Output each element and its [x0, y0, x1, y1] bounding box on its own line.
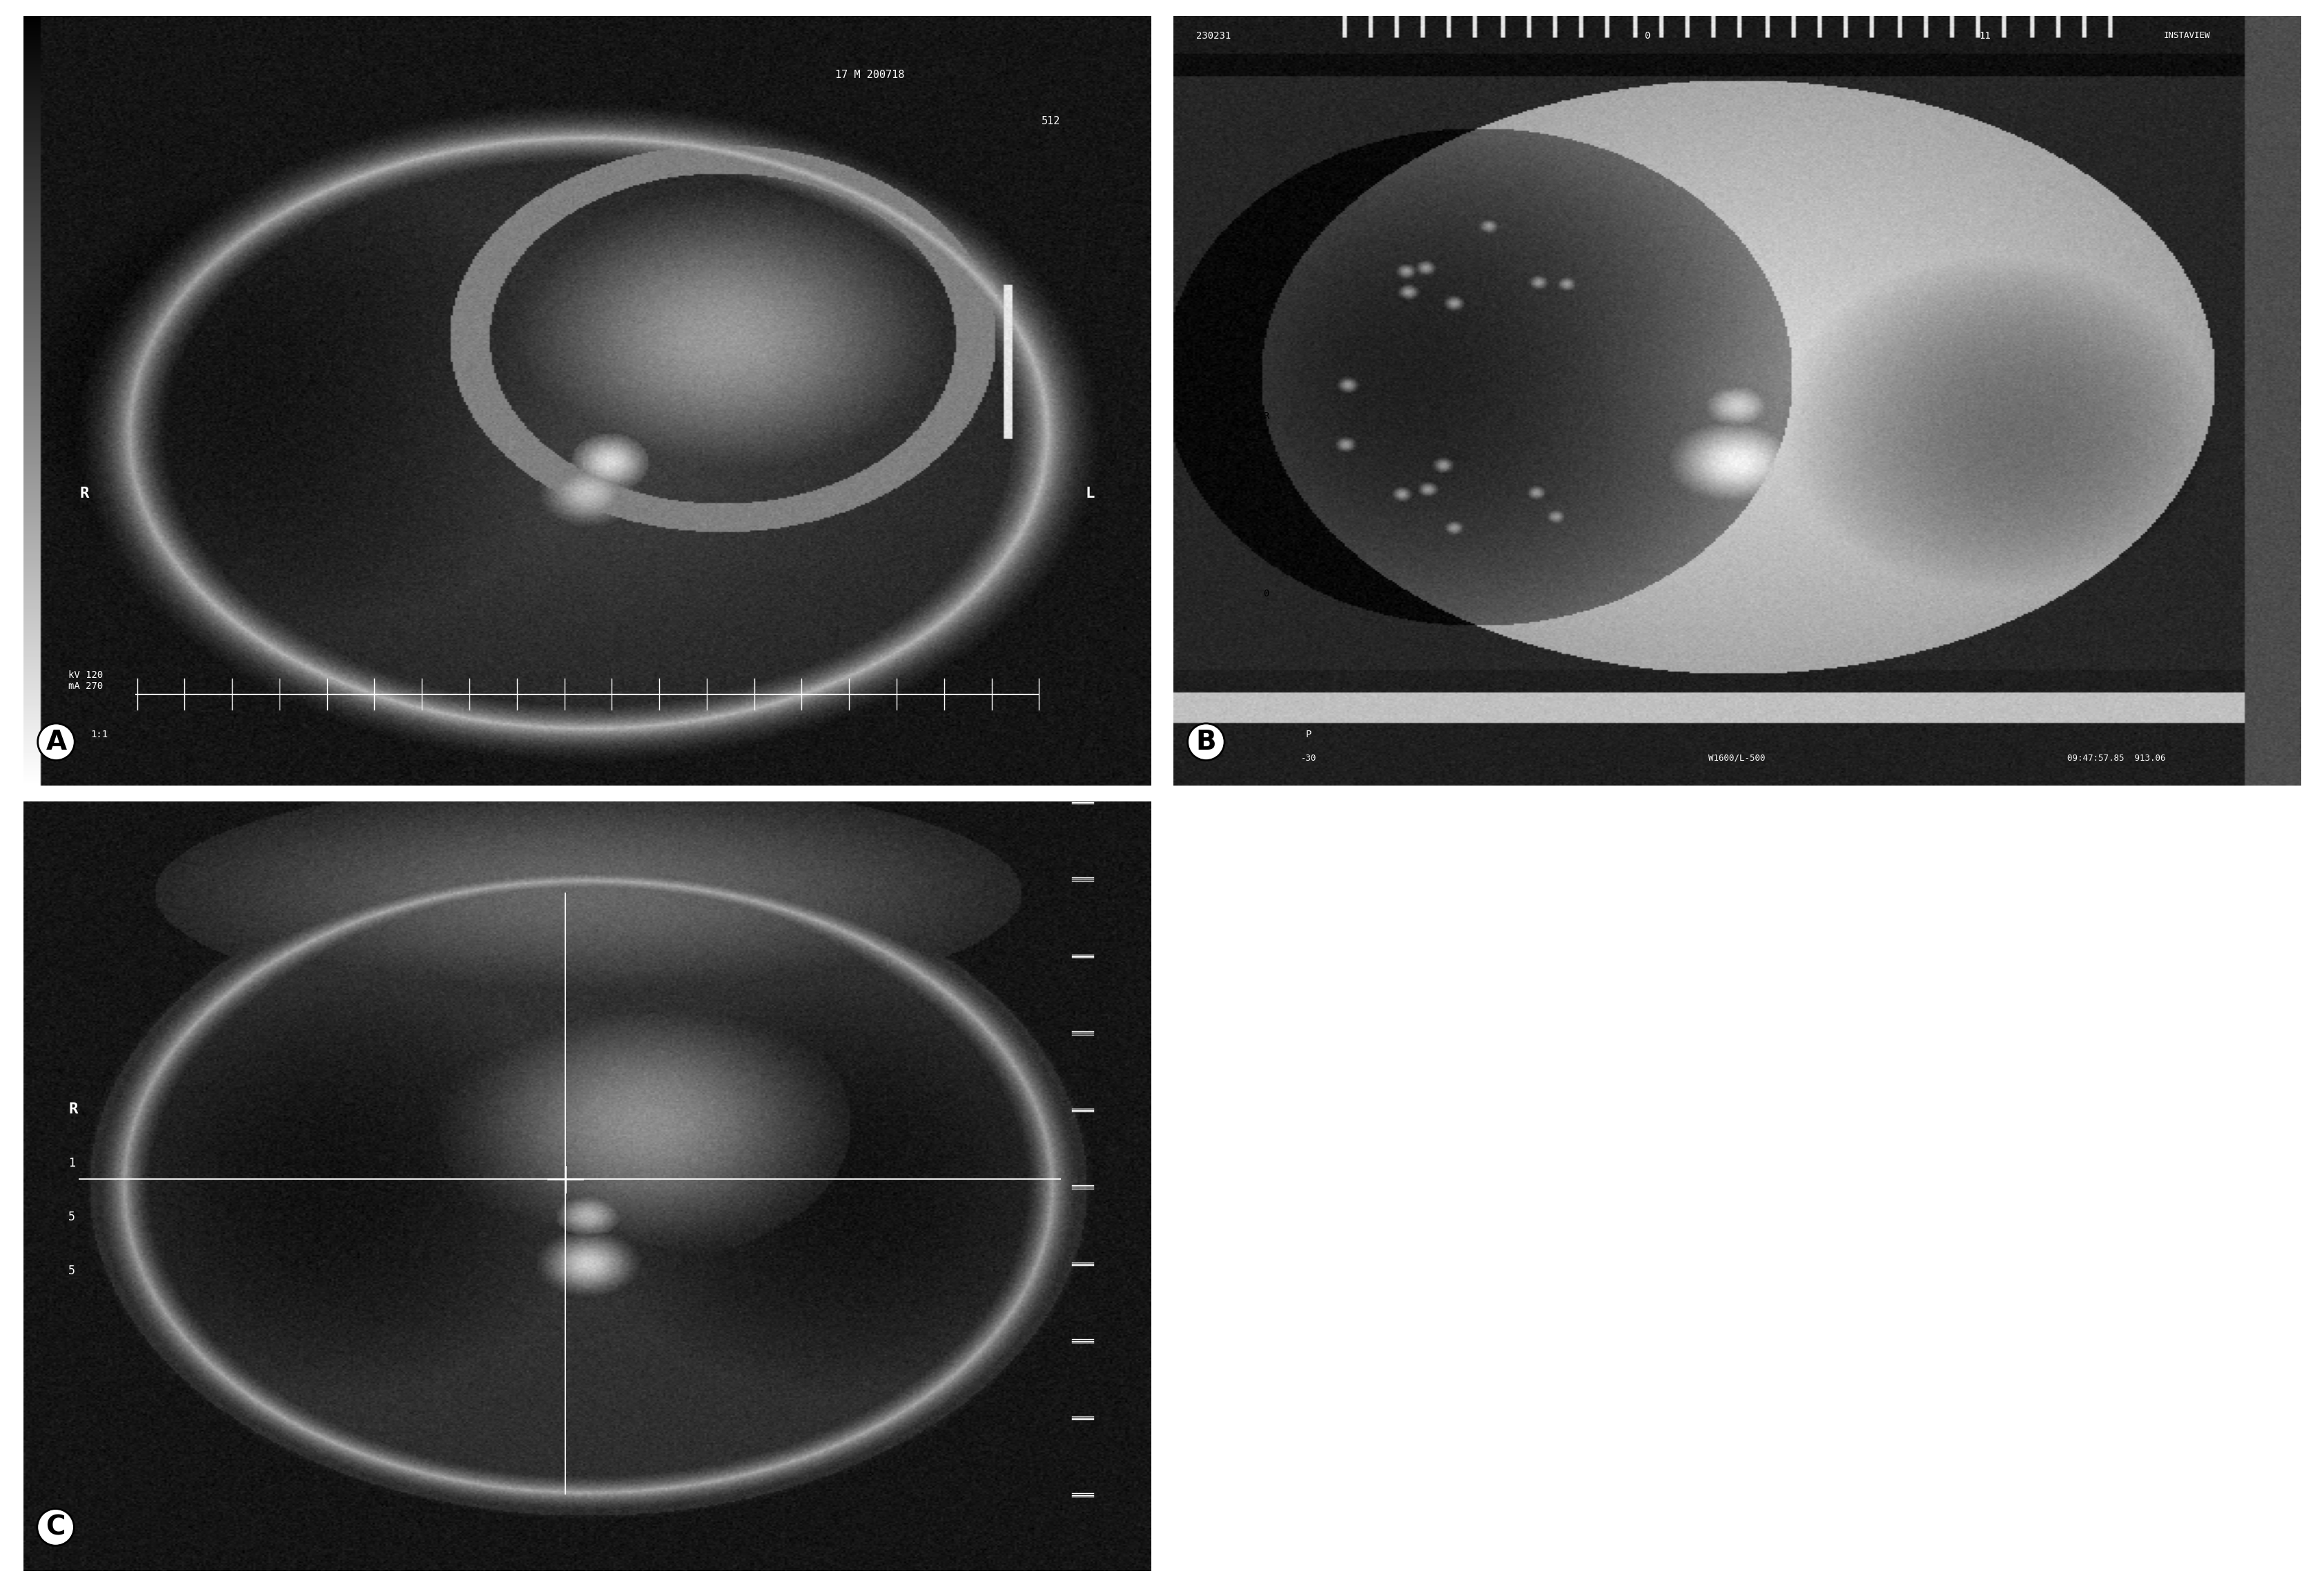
Text: R: R	[67, 1103, 77, 1116]
Text: 0: 0	[1643, 32, 1650, 41]
Text: 11: 11	[1264, 227, 1276, 236]
Text: 09:47:57.85  913.06: 09:47:57.85 913.06	[2066, 754, 2166, 763]
Text: INSTAVIEW: INSTAVIEW	[2164, 32, 2210, 40]
Text: 1:1: 1:1	[91, 730, 109, 740]
Text: 512: 512	[1041, 116, 1060, 127]
Text: kV 120
mA 270: kV 120 mA 270	[67, 670, 102, 692]
Text: P: P	[1306, 730, 1311, 740]
Text: B: B	[1197, 728, 1215, 755]
Text: 17 M 200718: 17 M 200718	[834, 70, 904, 79]
Text: 230231: 230231	[1197, 32, 1229, 41]
Text: 0: 0	[1264, 589, 1269, 598]
Text: W1600/L-500: W1600/L-500	[1708, 754, 1766, 763]
Text: L: L	[1085, 486, 1095, 500]
Text: A: A	[46, 728, 67, 755]
Text: 11: 11	[1980, 32, 1992, 41]
Text: 1: 1	[67, 1157, 74, 1170]
Text: 5: 5	[67, 1211, 74, 1224]
Text: R: R	[79, 486, 88, 500]
Text: C: C	[46, 1514, 65, 1541]
Text: -30: -30	[1301, 754, 1315, 763]
Text: 5: 5	[67, 1265, 74, 1278]
Text: R: R	[1264, 411, 1269, 421]
